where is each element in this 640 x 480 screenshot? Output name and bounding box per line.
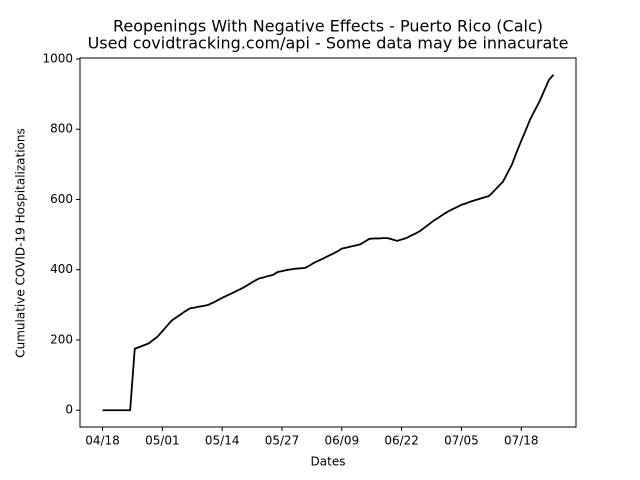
x-tick-label: 07/05: [444, 434, 479, 448]
x-tick-label: 06/09: [325, 434, 360, 448]
y-tick-label: 1000: [42, 51, 73, 65]
x-axis-label: Dates: [311, 455, 346, 469]
x-tick-label: 05/14: [205, 434, 240, 448]
chart-title: Reopenings With Negative Effects - Puert…: [113, 17, 543, 36]
y-tick-label: 200: [50, 332, 73, 346]
x-tick-label: 05/01: [145, 434, 180, 448]
y-tick-label: 600: [50, 192, 73, 206]
x-tick-label: 06/22: [384, 434, 419, 448]
x-tick-label: 05/27: [265, 434, 300, 448]
y-tick-label: 800: [50, 122, 73, 136]
y-tick-label: 400: [50, 262, 73, 276]
y-axis-label: Cumulative COVID-19 Hospitalizations: [14, 128, 28, 358]
x-tick-label: 04/18: [85, 434, 120, 448]
chart-subtitle: Used covidtracking.com/api - Some data m…: [88, 34, 569, 53]
x-tick-label: 07/18: [504, 434, 539, 448]
axes-frame: [79, 57, 577, 428]
y-tick-label: 0: [65, 403, 73, 417]
data-line: [102, 74, 555, 412]
